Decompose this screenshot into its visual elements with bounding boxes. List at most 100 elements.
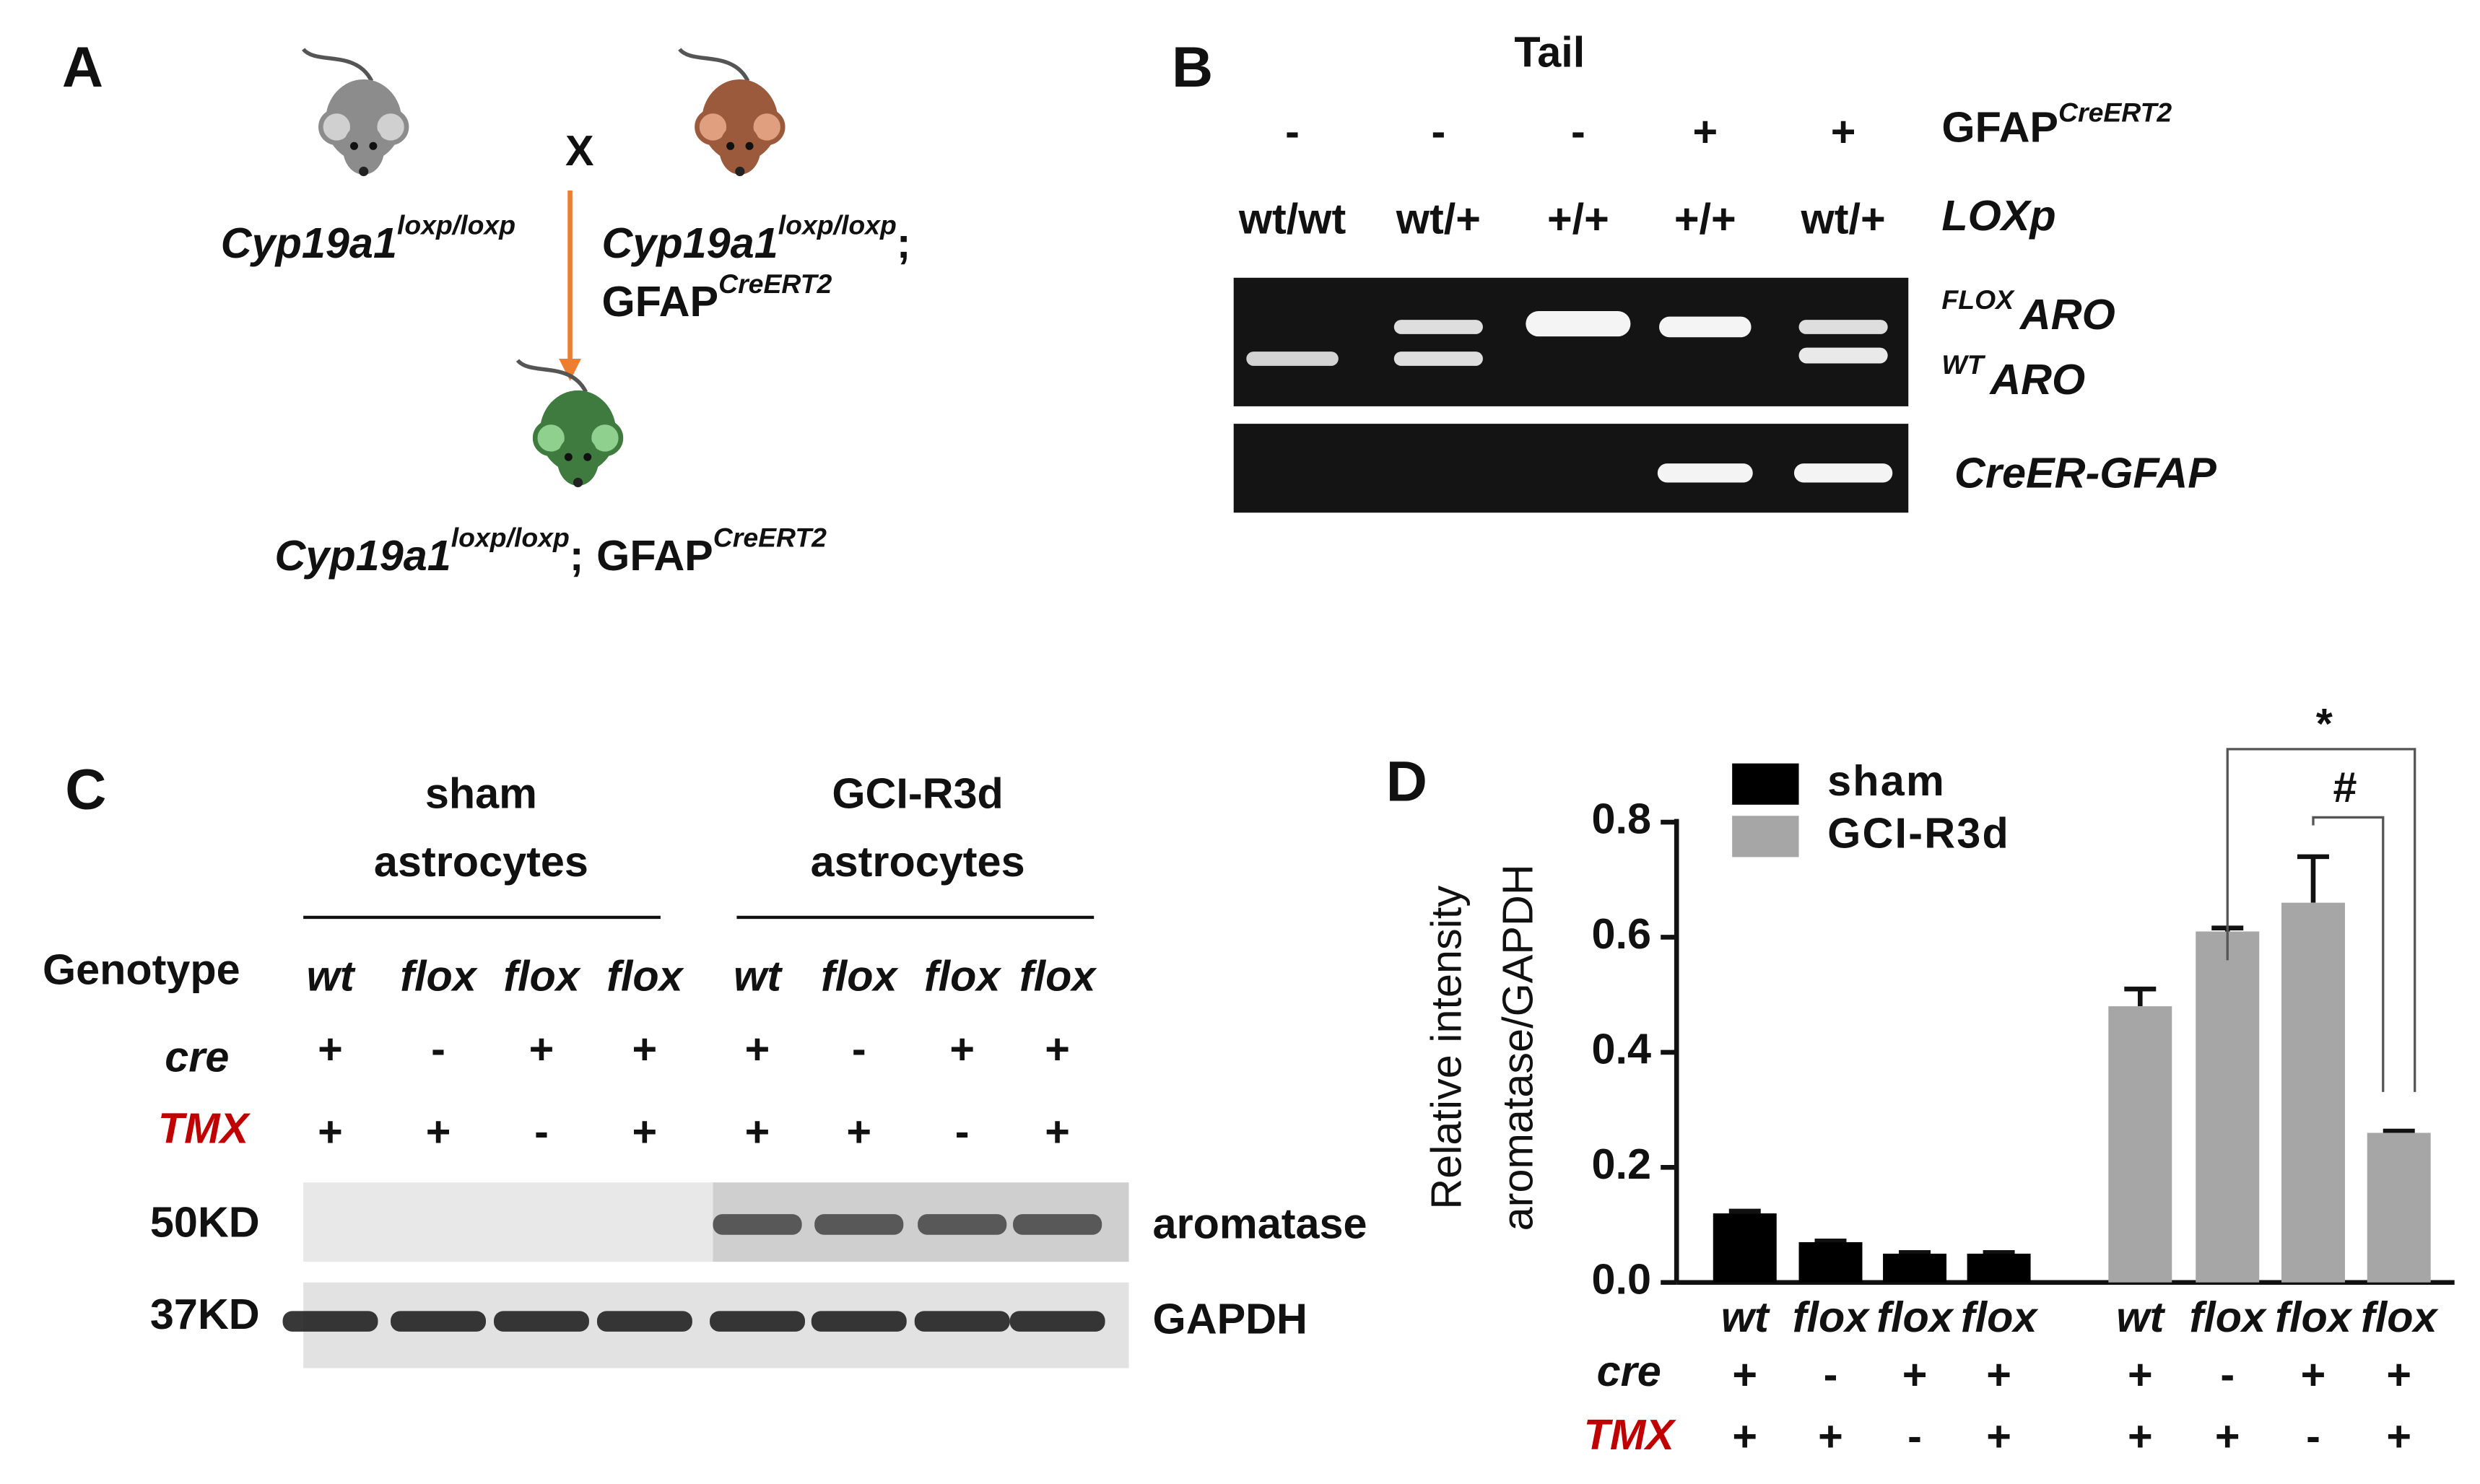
protein: GAPDH xyxy=(1153,1294,1308,1343)
row-label: TMX xyxy=(1584,1410,1677,1459)
gel-band xyxy=(1793,463,1893,483)
mouse-eye xyxy=(726,141,735,150)
text: Cyp19a1 xyxy=(275,531,451,580)
sign: - xyxy=(955,1107,970,1156)
annotation: # xyxy=(2333,763,2357,811)
row-label: GFAPCreERT2 xyxy=(1941,97,2172,151)
row-label: TMX xyxy=(158,1104,251,1153)
text: GFAP xyxy=(1941,102,2058,151)
arrow-head xyxy=(559,358,581,381)
blot-band xyxy=(811,1311,907,1332)
bar xyxy=(1967,1253,2031,1283)
sign: - xyxy=(2220,1350,2235,1398)
blot-band xyxy=(914,1311,1010,1332)
genotype: flox xyxy=(821,951,900,1000)
mouse-eye xyxy=(369,141,378,150)
mouse-icon xyxy=(678,48,786,177)
mouse-head xyxy=(719,123,761,175)
genotype: flox xyxy=(1019,951,1098,1000)
legend-swatch xyxy=(1732,763,1799,805)
sign: + xyxy=(846,1107,871,1156)
mouse-head xyxy=(557,435,599,486)
sign: + xyxy=(2215,1412,2240,1460)
sign: - xyxy=(534,1107,549,1156)
mouse-ear xyxy=(318,108,355,146)
mouse-nose xyxy=(573,477,583,488)
group-header: astrocytes xyxy=(811,837,1025,886)
lane-label: wt/wt xyxy=(1238,195,1346,243)
sign: + xyxy=(2386,1350,2411,1398)
blot-band xyxy=(282,1311,378,1332)
row-label: LOXp xyxy=(1941,191,2055,240)
blot-band xyxy=(596,1311,692,1332)
bar xyxy=(1713,1213,1777,1283)
mouse-ear xyxy=(586,419,624,457)
y-tick-label: 0.2 xyxy=(1591,1140,1651,1188)
sign: + xyxy=(318,1107,343,1156)
sign: + xyxy=(426,1107,451,1156)
blot-band xyxy=(918,1214,1007,1235)
error-bar xyxy=(2383,1128,2415,1134)
x-tick-label: wt xyxy=(2116,1293,2165,1341)
bracket xyxy=(2226,748,2416,1092)
bar xyxy=(2196,931,2260,1283)
bar xyxy=(1883,1253,1947,1283)
y-tick-label: 0.0 xyxy=(1591,1254,1651,1303)
sign: - xyxy=(1571,108,1585,156)
sign: + xyxy=(745,1025,770,1073)
y-axis-label: Relative intensity xyxy=(1422,886,1470,1210)
mouse-eye xyxy=(564,453,573,461)
sign: + xyxy=(2128,1350,2153,1398)
y-tick-label: 0.6 xyxy=(1591,909,1651,958)
sign: + xyxy=(949,1025,975,1073)
blot-band xyxy=(494,1311,589,1332)
sup: loxp/loxp xyxy=(778,209,897,240)
x-tick-label: flox xyxy=(2361,1293,2440,1341)
genotype-text: Cyp19a1loxp/loxp; GFAPCreERT2 xyxy=(275,523,827,580)
genotype: wt xyxy=(307,951,356,1000)
legend-swatch xyxy=(1732,816,1799,857)
error-bar xyxy=(1899,1249,1931,1255)
sign: + xyxy=(2386,1412,2411,1460)
genotype: wt xyxy=(734,951,783,1000)
sup: WT xyxy=(1941,349,1985,380)
sign: - xyxy=(852,1025,866,1073)
gel-band xyxy=(1798,347,1888,364)
error-bar xyxy=(1728,1208,1761,1214)
gel-band xyxy=(1393,352,1483,366)
blot-band xyxy=(391,1311,487,1332)
sup: CreERT2 xyxy=(718,269,832,299)
mouse-eye xyxy=(349,141,358,150)
row-label: Genotype xyxy=(43,946,240,994)
sign: + xyxy=(1831,108,1856,156)
sign: - xyxy=(2306,1412,2320,1460)
genotype-text: Cyp19a1loxp/loxp xyxy=(221,209,515,266)
mouse-nose xyxy=(359,166,369,177)
text: Cyp19a1 xyxy=(221,219,397,267)
blot-band xyxy=(1009,1311,1105,1332)
genotype: flox xyxy=(924,951,1003,1000)
row-label: cre xyxy=(165,1033,229,1081)
sign: + xyxy=(1818,1412,1843,1460)
bar xyxy=(2281,902,2345,1283)
lane-label: wt/+ xyxy=(1396,195,1481,243)
legend-label: GCI-R3d xyxy=(1827,809,2010,857)
text: Cyp19a1 xyxy=(602,219,778,267)
gel-band xyxy=(1393,320,1483,334)
y-tick-label: 0.8 xyxy=(1591,795,1651,843)
sup: CreERT2 xyxy=(713,523,827,553)
error-bar xyxy=(2124,986,2157,1007)
genotype-text: Cyp19a1loxp/loxp; xyxy=(602,209,911,266)
blot-band xyxy=(710,1311,805,1332)
sign: - xyxy=(1431,108,1445,156)
marker: 37KD xyxy=(150,1290,260,1338)
x-tick-label: flox xyxy=(1876,1293,1955,1341)
y-tick-label: 0.4 xyxy=(1591,1025,1651,1073)
mouse-eye xyxy=(583,453,592,461)
band-label: WT ARO xyxy=(1941,349,2085,403)
mouse-nose xyxy=(735,166,745,177)
mouse-ear xyxy=(695,108,731,146)
panel-label: D xyxy=(1386,748,1427,813)
panel-label: C xyxy=(65,756,106,821)
mouse-ear xyxy=(372,108,409,146)
